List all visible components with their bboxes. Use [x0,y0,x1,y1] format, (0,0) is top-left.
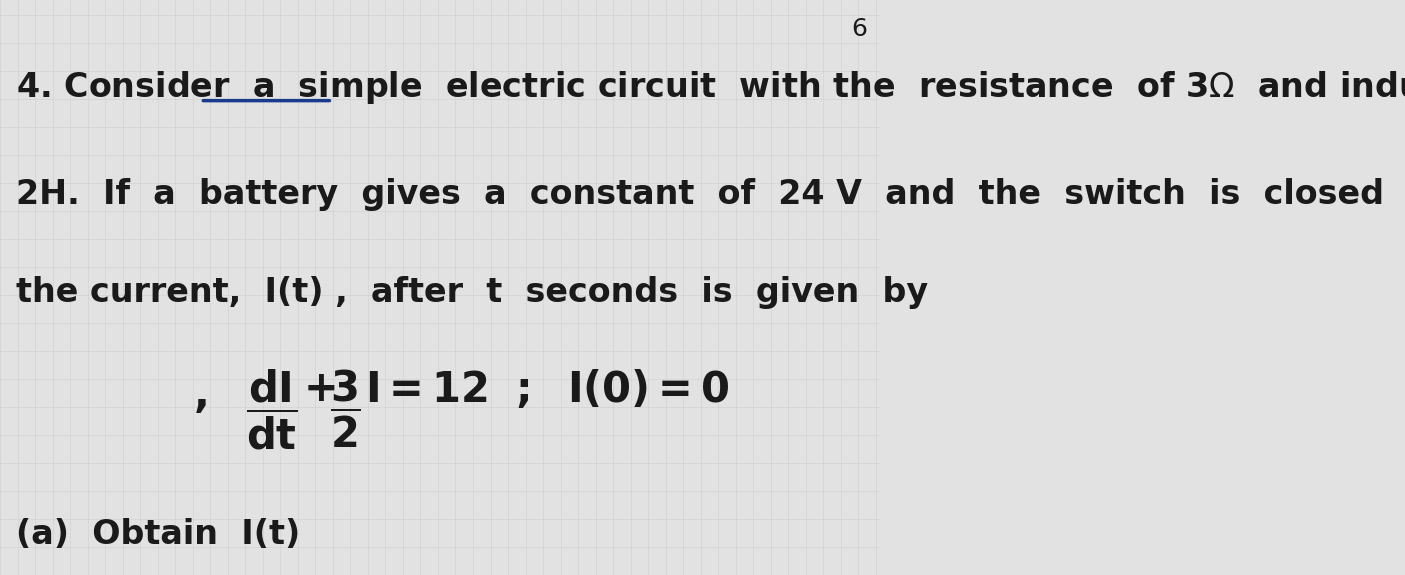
Text: $\mathbf{I = 12}$  $\mathbf{;}$  $\mathbf{I(0) = 0}$: $\mathbf{I = 12}$ $\mathbf{;}$ $\mathbf{… [365,368,729,411]
Text: $\mathbf{\dfrac{3}{2}}$: $\mathbf{\dfrac{3}{2}}$ [330,368,361,450]
Text: $\mathbf{\dfrac{dI}{dt}}$: $\mathbf{\dfrac{dI}{dt}}$ [246,368,298,452]
Text: (a)  Obtain  I(t): (a) Obtain I(t) [15,518,301,550]
Text: 6: 6 [851,17,868,41]
Text: $\mathbf{,}$: $\mathbf{,}$ [194,374,207,416]
Text: the current,  I(t) ,  after  t  seconds  is  given  by: the current, I(t) , after t seconds is g… [15,276,927,309]
Text: 4. Consider  a  simple  electric circuit  with the  resistance  of 3$\Omega$  an: 4. Consider a simple electric circuit wi… [15,69,1405,106]
Text: 2H.  If  a  battery  gives  a  constant  of  24 V  and  the  switch  is  closed : 2H. If a battery gives a constant of 24 … [15,178,1405,211]
Text: $\mathbf{+}$: $\mathbf{+}$ [303,368,336,410]
